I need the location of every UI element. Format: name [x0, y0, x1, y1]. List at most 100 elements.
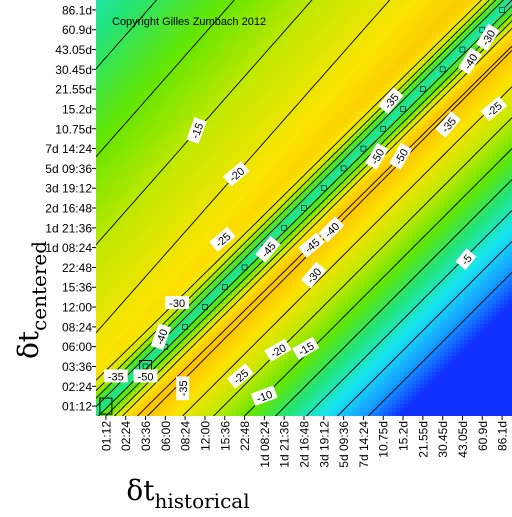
heat-cell [448, 48, 453, 53]
heat-cell [168, 88, 173, 93]
heat-cell [212, 132, 217, 137]
heat-cell [164, 44, 169, 49]
heat-cell [356, 152, 361, 157]
heat-cell [372, 48, 377, 53]
heat-cell [492, 136, 497, 141]
heat-cell [284, 32, 289, 37]
heat-cell [432, 164, 437, 169]
heat-cell [112, 136, 117, 141]
heat-cell [220, 116, 225, 121]
heat-cell [504, 180, 509, 185]
heat-cell [432, 40, 437, 45]
heat-cell [308, 28, 313, 33]
heat-cell [260, 156, 265, 161]
heat-cell [284, 164, 289, 169]
heat-cell [268, 12, 273, 17]
heat-cell [272, 100, 277, 105]
heat-cell [328, 88, 333, 93]
heat-cell [308, 16, 313, 21]
heat-cell [320, 140, 325, 145]
heat-cell [420, 124, 425, 129]
heat-cell [464, 4, 469, 9]
heat-cell [488, 60, 493, 65]
heat-cell [336, 180, 341, 185]
heat-cell [276, 72, 281, 77]
heat-cell [364, 136, 369, 141]
heat-cell [128, 92, 133, 97]
heat-cell [296, 64, 301, 69]
heat-cell [400, 0, 405, 5]
heat-cell [424, 76, 429, 81]
heat-cell [312, 28, 317, 33]
heat-cell [388, 36, 393, 41]
heat-cell [188, 4, 193, 9]
heat-cell [104, 28, 109, 33]
heat-cell [424, 92, 429, 97]
heat-cell [352, 152, 357, 157]
heat-cell [312, 24, 317, 29]
heat-cell [112, 4, 117, 9]
heat-cell [432, 24, 437, 29]
heat-cell [312, 40, 317, 45]
heat-cell [436, 36, 441, 41]
heat-cell [164, 100, 169, 105]
heat-cell [304, 36, 309, 41]
heat-cell [492, 80, 497, 85]
heat-cell [280, 160, 285, 165]
heat-cell [180, 148, 185, 153]
heat-cell [280, 124, 285, 129]
heat-cell [356, 4, 361, 9]
heat-cell [288, 56, 293, 61]
heat-cell [332, 52, 337, 57]
heat-cell [96, 108, 101, 113]
heat-cell [248, 32, 253, 37]
heat-cell [180, 68, 185, 73]
heat-cell [200, 20, 205, 25]
heat-cell [488, 180, 493, 185]
heat-cell [496, 164, 501, 169]
heat-cell [316, 180, 321, 185]
heat-cell [360, 44, 365, 49]
heat-cell [292, 108, 297, 113]
heat-cell [232, 24, 237, 29]
heat-cell [416, 36, 421, 41]
heat-cell [464, 168, 469, 173]
heat-cell [216, 28, 221, 33]
heat-cell [240, 112, 245, 117]
heat-cell [256, 16, 261, 21]
heat-cell [236, 52, 241, 57]
heat-cell [288, 32, 293, 37]
heat-cell [508, 172, 512, 177]
heat-cell [428, 128, 433, 133]
heat-cell [212, 92, 217, 97]
heat-cell [268, 172, 273, 177]
heat-cell [416, 152, 421, 157]
heat-cell [200, 136, 205, 141]
heat-cell [444, 136, 449, 141]
heat-cell [404, 32, 409, 37]
heat-cell [480, 28, 485, 33]
heat-cell [240, 176, 245, 181]
heat-cell [240, 92, 245, 97]
heat-cell [344, 20, 349, 25]
heat-cell [128, 48, 133, 53]
heat-cell [348, 104, 353, 109]
heat-cell [228, 120, 233, 125]
heat-cell [184, 144, 189, 149]
heat-cell [212, 120, 217, 125]
heat-cell [404, 64, 409, 69]
heat-cell [352, 92, 357, 97]
heat-cell [132, 32, 137, 37]
heat-cell [228, 20, 233, 25]
heat-cell [428, 12, 433, 17]
heat-cell [144, 12, 149, 17]
heat-cell [208, 40, 213, 45]
heat-cell [228, 48, 233, 53]
heat-cell [152, 24, 157, 29]
heat-cell [264, 176, 269, 181]
heat-cell [224, 100, 229, 105]
heat-cell [288, 148, 293, 153]
heat-cell [108, 192, 113, 197]
heat-cell [420, 60, 425, 65]
heat-cell [476, 136, 481, 141]
